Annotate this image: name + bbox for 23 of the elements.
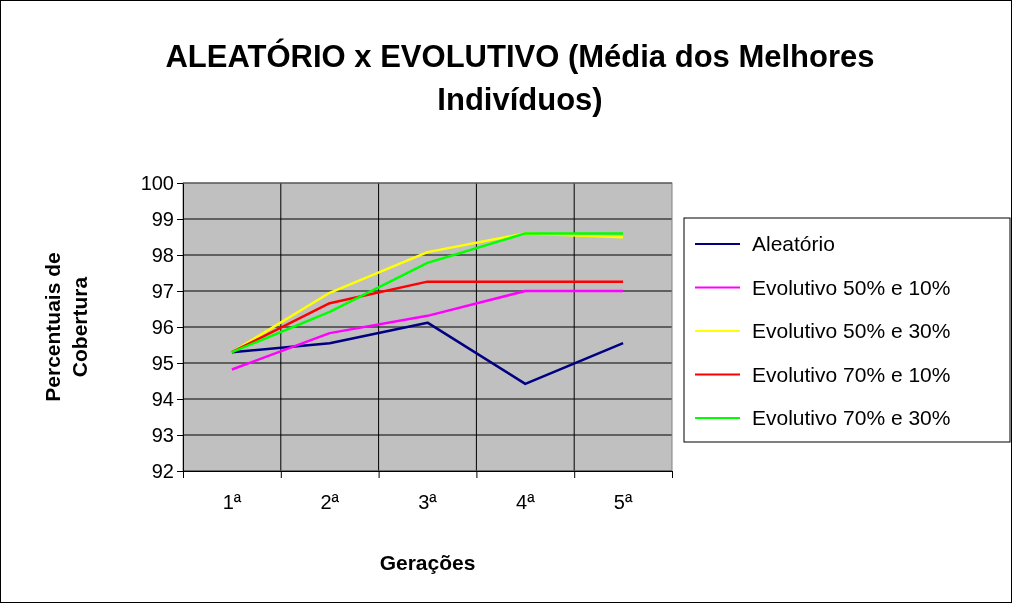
x-tick-label: 5ª: [613, 491, 633, 513]
y-tick-label: 93: [151, 423, 174, 446]
y-tick-label: 99: [151, 207, 174, 230]
legend-label: Aleatório: [752, 232, 835, 255]
legend-label: Evolutivo 50% e 10%: [752, 275, 951, 299]
y-tick-label: 92: [151, 459, 174, 482]
y-tick-label: 97: [151, 279, 174, 302]
y-tick-label: 95: [151, 351, 174, 374]
x-tick-label: 4ª: [516, 491, 536, 513]
legend-label: Evolutivo 70% e 10%: [752, 362, 951, 386]
x-tick-label: 2ª: [320, 491, 340, 513]
y-tick-label: 98: [151, 243, 174, 266]
line-series: [230, 289, 625, 371]
x-tick-label: 1ª: [222, 491, 242, 513]
y-tick-label: 94: [151, 387, 174, 410]
legend-label: Evolutivo 70% e 30%: [752, 406, 951, 429]
y-tick-label: 100: [140, 171, 174, 194]
x-tick-label: 3ª: [418, 491, 438, 513]
chart-title: ALEATÓRIO x EVOLUTIVO (Média dos Melhores Indivíduos): [165, 38, 875, 117]
y-axis-title: Percentuais de Cobertura: [40, 252, 91, 402]
x-axis-title: Gerações: [379, 551, 476, 574]
legend-label: Evolutivo 50% e 30%: [752, 319, 951, 342]
y-tick-label: 96: [151, 315, 174, 338]
